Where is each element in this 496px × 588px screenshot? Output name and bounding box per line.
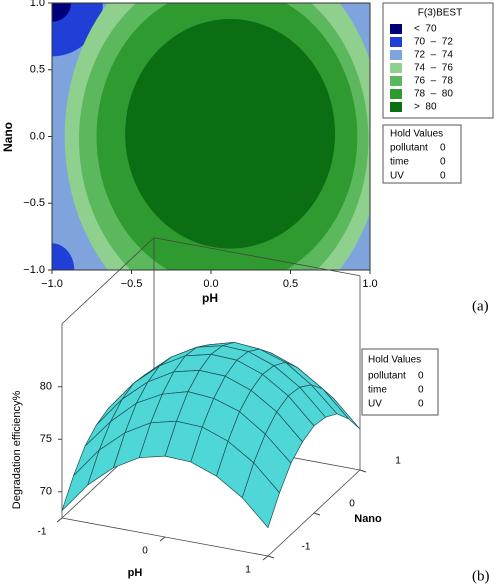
hold-value: 0 xyxy=(440,157,446,168)
y-tick-label: 1 xyxy=(395,456,401,467)
hold-values-box xyxy=(361,348,439,416)
x-tick-label: −1.0 xyxy=(41,278,63,290)
x-tick-label: 1.0 xyxy=(362,278,377,290)
y-axis-label: Nano xyxy=(1,122,15,152)
x-tick-label: 0.0 xyxy=(203,278,218,290)
legend-label: 70 – 72 xyxy=(414,37,453,48)
hold-value-name: UV xyxy=(390,171,404,182)
legend-swatch xyxy=(390,76,402,86)
x-tick xyxy=(56,517,63,523)
z-tick-label: 70 xyxy=(40,486,52,498)
legend-swatch xyxy=(390,24,402,34)
y-tick-label: −1.0 xyxy=(23,264,45,276)
contour-region xyxy=(52,3,72,22)
hold-value-name: UV xyxy=(368,399,382,410)
hold-values-title: Hold Values xyxy=(390,129,443,140)
hold-value: 0 xyxy=(418,371,424,382)
surface-plot: 70 75 80 -1 0 1 -1 0 1 xyxy=(38,237,401,576)
box-edge xyxy=(61,237,155,325)
legend-label: 76 – 78 xyxy=(414,76,453,87)
y-tick xyxy=(267,555,275,559)
panel-label: (a) xyxy=(472,298,489,314)
legend-label: 72 – 74 xyxy=(414,50,453,61)
x-tick xyxy=(262,555,269,561)
hold-value-name: pollutant xyxy=(368,371,406,382)
y-axis-label: Nano xyxy=(354,513,382,525)
legend-swatch xyxy=(390,50,402,60)
y-tick-label: 0 xyxy=(349,499,355,510)
legend-swatch xyxy=(390,37,402,47)
legend-swatch xyxy=(390,102,402,112)
box-edge xyxy=(153,237,361,277)
y-tick xyxy=(359,469,367,473)
contour-region xyxy=(125,19,336,249)
y-tick xyxy=(313,512,321,516)
legend-swatch xyxy=(390,63,402,73)
y-tick-label: -1 xyxy=(302,542,311,553)
x-tick-label: 0.5 xyxy=(283,278,298,290)
panel-label: (b) xyxy=(472,568,490,584)
hold-values-box xyxy=(382,124,462,184)
legend-swatch xyxy=(390,89,402,99)
x-tick-label: 1 xyxy=(245,565,251,576)
hold-value: 0 xyxy=(440,171,446,182)
y-tick-label: −0.5 xyxy=(23,197,45,209)
x-tick-label: -1 xyxy=(38,527,47,538)
x-tick-label: 0 xyxy=(142,546,148,557)
x-axis-label: pH xyxy=(202,291,218,305)
surface-patch xyxy=(241,462,280,529)
y-tick-label: 0.5 xyxy=(30,64,45,76)
legend-title: F(3)BEST xyxy=(418,8,462,19)
z-tick-label: 75 xyxy=(40,433,52,445)
legend-label: 74 – 76 xyxy=(414,63,453,74)
legend-label: < 70 xyxy=(414,24,437,35)
legend-label: > 80 xyxy=(414,102,437,113)
contour-region xyxy=(52,243,75,270)
hold-value-name: time xyxy=(390,157,409,168)
hold-value: 0 xyxy=(418,385,424,396)
y-tick-label: 0.0 xyxy=(30,130,45,142)
z-tick-label: 80 xyxy=(40,381,52,393)
hold-values-title: Hold Values xyxy=(368,355,421,366)
x-tick-label: −0.5 xyxy=(121,278,143,290)
hold-value-name: time xyxy=(368,385,387,396)
y-tick-label: 1.0 xyxy=(30,0,45,9)
x-tick xyxy=(159,536,166,542)
contour-regions xyxy=(52,3,370,270)
hold-value-name: pollutant xyxy=(390,143,428,154)
legend-label: 78 – 80 xyxy=(414,89,453,100)
hold-value: 0 xyxy=(418,399,424,410)
hold-value: 0 xyxy=(440,143,446,154)
z-axis-label: Degradation efficiency% xyxy=(11,391,23,510)
x-axis-label: pH xyxy=(128,567,143,579)
